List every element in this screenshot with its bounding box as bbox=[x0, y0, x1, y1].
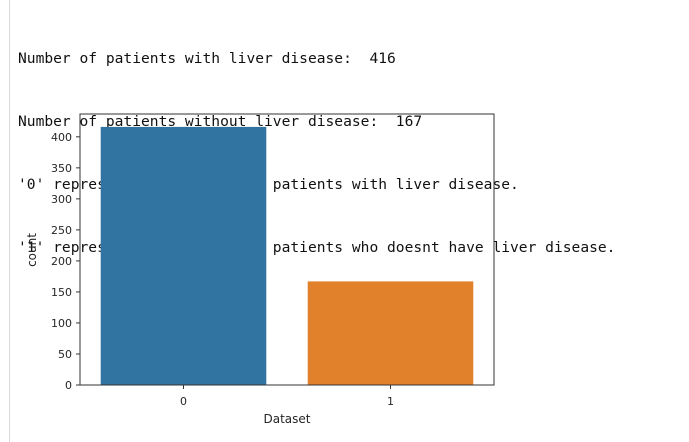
output-line-1: Number of patients with liver disease: 4… bbox=[18, 50, 396, 67]
y-tick-label: 300 bbox=[51, 193, 72, 206]
y-tick-label: 50 bbox=[58, 348, 72, 361]
x-tick-label: 0 bbox=[180, 395, 187, 408]
y-axis-ticks: 0 50 100 150 200 250 300 350 400 bbox=[51, 131, 80, 392]
x-axis-label: Dataset bbox=[264, 412, 311, 426]
cell-output-text: Number of patients with liver disease: 4… bbox=[18, 6, 615, 279]
y-tick-label: 350 bbox=[51, 162, 72, 175]
output-line-2: Number of patients without liver disease… bbox=[18, 113, 423, 130]
bar-1 bbox=[307, 281, 474, 385]
y-tick-label: 200 bbox=[51, 255, 72, 268]
y-tick-label: 250 bbox=[51, 224, 72, 237]
y-axis-label: count bbox=[25, 233, 39, 267]
bars-layer bbox=[100, 126, 474, 386]
x-tick-label: 1 bbox=[387, 395, 394, 408]
y-tick-label: 100 bbox=[51, 317, 72, 330]
y-tick-label: 0 bbox=[65, 379, 72, 392]
y-tick-label: 400 bbox=[51, 131, 72, 144]
plot-frame bbox=[79, 113, 495, 386]
bar-0 bbox=[100, 126, 267, 386]
cell-left-border bbox=[9, 0, 10, 442]
y-tick-label: 150 bbox=[51, 286, 72, 299]
